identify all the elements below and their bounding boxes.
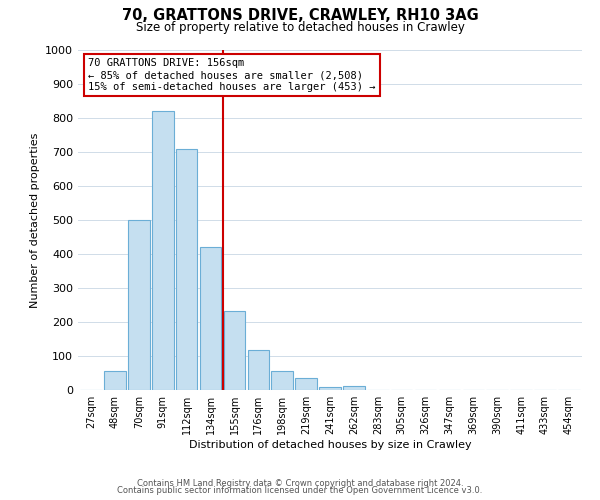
Bar (104, 370, 126, 390)
Bar (224, 311, 245, 390)
Text: Size of property relative to detached houses in Crawley: Size of property relative to detached ho… (136, 22, 464, 35)
Bar (248, 350, 269, 390)
X-axis label: Distribution of detached houses by size in Crawley: Distribution of detached houses by size … (188, 440, 472, 450)
Bar (343, 386, 365, 390)
Bar (295, 378, 317, 390)
Y-axis label: Number of detached properties: Number of detached properties (29, 132, 40, 308)
Bar (271, 370, 293, 390)
Text: 70, GRATTONS DRIVE, CRAWLEY, RH10 3AG: 70, GRATTONS DRIVE, CRAWLEY, RH10 3AG (122, 8, 478, 22)
Text: Contains HM Land Registry data © Crown copyright and database right 2024.: Contains HM Land Registry data © Crown c… (137, 478, 463, 488)
Bar (152, 111, 173, 390)
Bar (200, 247, 221, 390)
Bar (319, 386, 341, 390)
Bar (176, 148, 197, 390)
Bar (128, 220, 149, 390)
Text: 70 GRATTONS DRIVE: 156sqm
← 85% of detached houses are smaller (2,508)
15% of se: 70 GRATTONS DRIVE: 156sqm ← 85% of detac… (88, 58, 376, 92)
Text: Contains public sector information licensed under the Open Government Licence v3: Contains public sector information licen… (118, 486, 482, 495)
